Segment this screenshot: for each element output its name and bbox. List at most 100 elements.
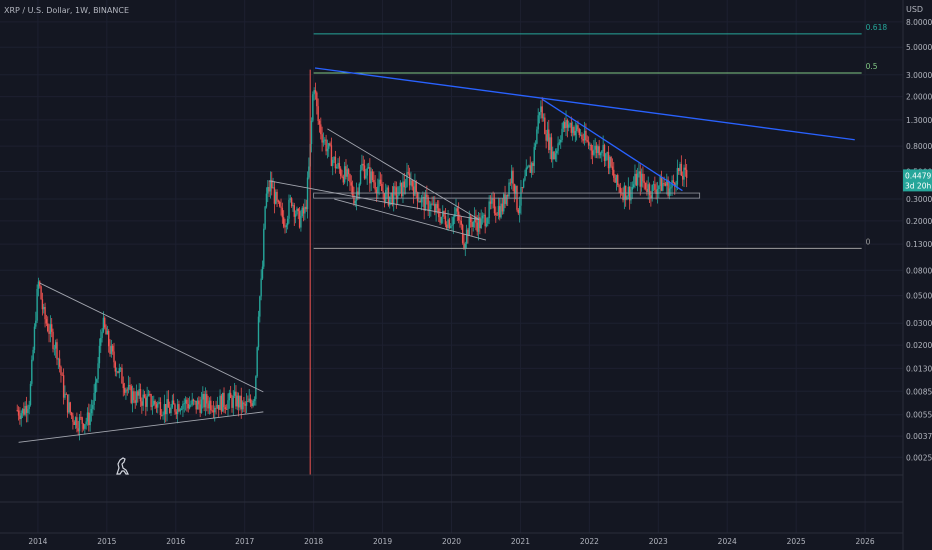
candle[interactable] xyxy=(556,148,558,163)
candle[interactable] xyxy=(85,417,87,430)
candle[interactable] xyxy=(503,192,505,215)
candle[interactable] xyxy=(111,344,114,355)
candle[interactable] xyxy=(358,182,360,200)
candle[interactable] xyxy=(298,207,301,229)
candle[interactable] xyxy=(514,184,517,200)
candle[interactable] xyxy=(366,163,368,185)
candle[interactable] xyxy=(664,181,667,187)
candle[interactable] xyxy=(605,153,607,167)
candle[interactable] xyxy=(174,403,176,415)
candle[interactable] xyxy=(284,218,286,234)
candle[interactable] xyxy=(483,213,485,223)
candle[interactable] xyxy=(53,344,56,356)
candle[interactable] xyxy=(422,191,424,207)
candle[interactable] xyxy=(17,406,20,421)
candle[interactable] xyxy=(210,396,212,414)
candle[interactable] xyxy=(644,182,647,191)
candle[interactable] xyxy=(416,191,419,210)
candle[interactable] xyxy=(550,133,553,163)
candle[interactable] xyxy=(601,150,603,163)
candle[interactable] xyxy=(349,173,351,191)
candle[interactable] xyxy=(204,387,207,416)
candle[interactable] xyxy=(367,162,370,169)
candle[interactable] xyxy=(198,396,200,410)
candle[interactable] xyxy=(162,411,164,420)
candle[interactable] xyxy=(247,395,249,403)
candle[interactable] xyxy=(60,365,62,383)
candle[interactable] xyxy=(532,161,534,176)
candle[interactable] xyxy=(232,390,235,416)
candle[interactable] xyxy=(354,198,356,207)
candle[interactable] xyxy=(182,400,184,418)
candle[interactable] xyxy=(670,183,672,196)
candle[interactable] xyxy=(676,159,679,190)
candle[interactable] xyxy=(154,399,156,409)
candle[interactable] xyxy=(32,346,34,362)
candle[interactable] xyxy=(302,203,305,222)
candle[interactable] xyxy=(334,150,337,174)
candle[interactable] xyxy=(448,217,451,230)
candle[interactable] xyxy=(72,412,74,430)
candle[interactable] xyxy=(587,136,590,150)
candle[interactable] xyxy=(545,129,547,149)
candle[interactable] xyxy=(125,387,127,400)
candle[interactable] xyxy=(579,129,582,137)
candle[interactable] xyxy=(130,384,132,405)
candle[interactable] xyxy=(444,207,447,228)
candle[interactable] xyxy=(122,376,124,397)
candle[interactable] xyxy=(642,166,644,188)
candle[interactable] xyxy=(90,399,93,422)
candle[interactable] xyxy=(590,143,592,160)
candle[interactable] xyxy=(33,323,36,354)
candle[interactable] xyxy=(595,142,598,159)
candle[interactable] xyxy=(186,397,188,412)
candle[interactable] xyxy=(339,166,342,180)
candle[interactable] xyxy=(632,176,635,189)
trendline-grey[interactable] xyxy=(327,128,480,220)
candle[interactable] xyxy=(16,404,18,412)
candle[interactable] xyxy=(105,324,107,335)
candle[interactable] xyxy=(509,178,512,186)
candle[interactable] xyxy=(553,150,555,160)
candle[interactable] xyxy=(310,117,313,153)
candle[interactable] xyxy=(279,200,281,208)
candle[interactable] xyxy=(231,394,233,413)
candle[interactable] xyxy=(29,381,32,407)
candle[interactable] xyxy=(330,137,333,167)
candle[interactable] xyxy=(423,192,425,220)
candle[interactable] xyxy=(520,179,522,215)
candle[interactable] xyxy=(529,156,531,173)
candle[interactable] xyxy=(574,122,577,143)
candle[interactable] xyxy=(179,407,181,415)
candle[interactable] xyxy=(306,171,309,219)
candle[interactable] xyxy=(293,202,295,226)
candle[interactable] xyxy=(328,142,330,157)
candle[interactable] xyxy=(631,181,634,200)
candle[interactable] xyxy=(273,181,276,214)
candle[interactable] xyxy=(158,397,160,405)
candle[interactable] xyxy=(598,139,600,159)
candle[interactable] xyxy=(245,393,248,414)
candle[interactable] xyxy=(119,366,122,373)
candle[interactable] xyxy=(296,206,298,216)
candle[interactable] xyxy=(678,167,680,175)
candle[interactable] xyxy=(257,310,260,351)
candle[interactable] xyxy=(141,397,143,414)
candle[interactable] xyxy=(399,180,402,194)
candle[interactable] xyxy=(516,185,518,212)
candle[interactable] xyxy=(251,399,253,409)
candle[interactable] xyxy=(599,151,602,159)
candle[interactable] xyxy=(485,217,488,228)
candle[interactable] xyxy=(157,401,159,414)
candle[interactable] xyxy=(534,140,537,150)
candle[interactable] xyxy=(184,396,187,411)
candle[interactable] xyxy=(76,412,78,433)
candle[interactable] xyxy=(518,196,521,223)
candle[interactable] xyxy=(308,157,310,180)
candle[interactable] xyxy=(255,375,257,406)
candle[interactable] xyxy=(61,372,64,376)
candle[interactable] xyxy=(489,195,492,210)
candle[interactable] xyxy=(176,398,179,424)
candle[interactable] xyxy=(561,122,563,143)
candle[interactable] xyxy=(618,183,620,194)
